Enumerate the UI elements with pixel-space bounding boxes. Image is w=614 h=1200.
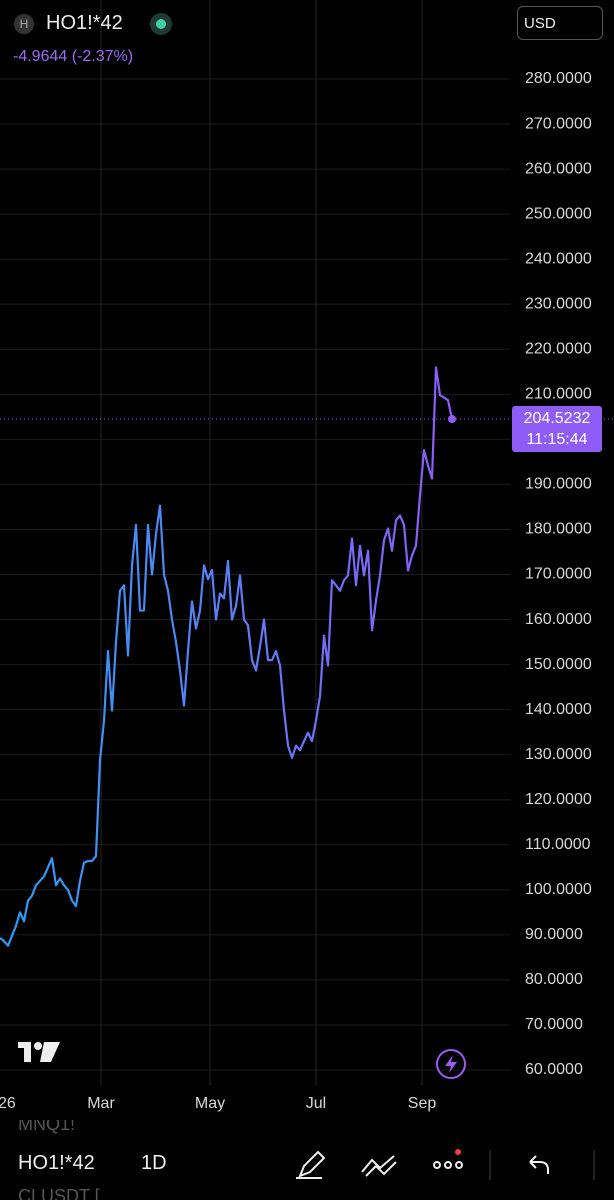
- y-tick-label: 60.0000: [525, 1061, 583, 1078]
- price-tag-value: 204.5232: [524, 410, 591, 427]
- y-tick-label: 230.0000: [525, 295, 592, 312]
- x-tick-label: Sep: [408, 1095, 437, 1112]
- chart: 60.0000 70.0000 80.0000 90.0000 100.0000 110.…: [0, 0, 614, 1112]
- symbol[interactable]: HO1!*42: [46, 12, 123, 34]
- y-tick-label: 100.0000: [525, 881, 592, 898]
- y-tick-label: 130.0000: [525, 746, 592, 763]
- lightning-button[interactable]: [436, 1049, 466, 1079]
- y-tick-label: 260.0000: [525, 160, 592, 177]
- x-tick-label: Jul: [306, 1095, 326, 1112]
- y-tick-label: 250.0000: [525, 205, 592, 222]
- y-tick-label: 90.0000: [525, 926, 583, 943]
- change: -4.9644 (-2.37%): [13, 48, 134, 65]
- price-tag: [512, 405, 602, 452]
- y-tick-label: 180.0000: [525, 521, 592, 538]
- y-tick-label: 110.0000: [525, 836, 591, 853]
- price-line: [0, 366, 454, 947]
- toolbar-icons: [296, 1149, 595, 1180]
- y-tick-label: 240.0000: [525, 250, 592, 267]
- y-tick-label: 70.0000: [525, 1016, 583, 1033]
- y-tick-label: 270.0000: [525, 115, 592, 132]
- x-tick-label: May: [195, 1095, 225, 1112]
- y-tick-label: 220.0000: [525, 340, 592, 357]
- y-tick-label: 210.0000: [525, 386, 592, 403]
- draw-button[interactable]: [296, 1150, 326, 1179]
- toolbar-interval[interactable]: 1D: [141, 1152, 167, 1174]
- y-tick-label: 150.0000: [525, 656, 592, 673]
- indicators-button[interactable]: [361, 1155, 397, 1177]
- logo: [18, 1042, 60, 1062]
- y-tick-label: 120.0000: [525, 791, 592, 808]
- y-tick-label: 140.0000: [525, 701, 592, 718]
- y-tick-label: 170.0000: [525, 566, 592, 583]
- last-point: [448, 414, 456, 423]
- y-tick-label: 80.0000: [525, 971, 583, 988]
- x-tick-label: Mar: [87, 1095, 115, 1112]
- toolbar-symbol[interactable]: HO1!*42: [18, 1152, 95, 1174]
- y-tick-label: 190.0000: [525, 476, 592, 493]
- currency-button[interactable]: USD: [517, 6, 603, 40]
- symbol-icon: H: [14, 14, 34, 34]
- x-tick-label: 2026: [0, 1095, 16, 1112]
- more-button[interactable]: [433, 1149, 463, 1169]
- y-tick-label: 280.0000: [525, 70, 592, 87]
- watchlist-item: CLUSDT [: [18, 1186, 100, 1200]
- market-status: [150, 13, 172, 35]
- y-tick-label: 160.0000: [525, 611, 592, 628]
- bottom-bar: MNQ1! HO1!*42 1D CLUSDT [: [0, 1120, 614, 1200]
- price-tag-time: 11:15:44: [526, 431, 587, 448]
- undo-button[interactable]: [529, 1155, 549, 1174]
- header: H HO1!*42 -4.9644 (-2.37%) USD: [0, 0, 614, 70]
- watchlist-item: MNQ1!: [18, 1120, 76, 1134]
